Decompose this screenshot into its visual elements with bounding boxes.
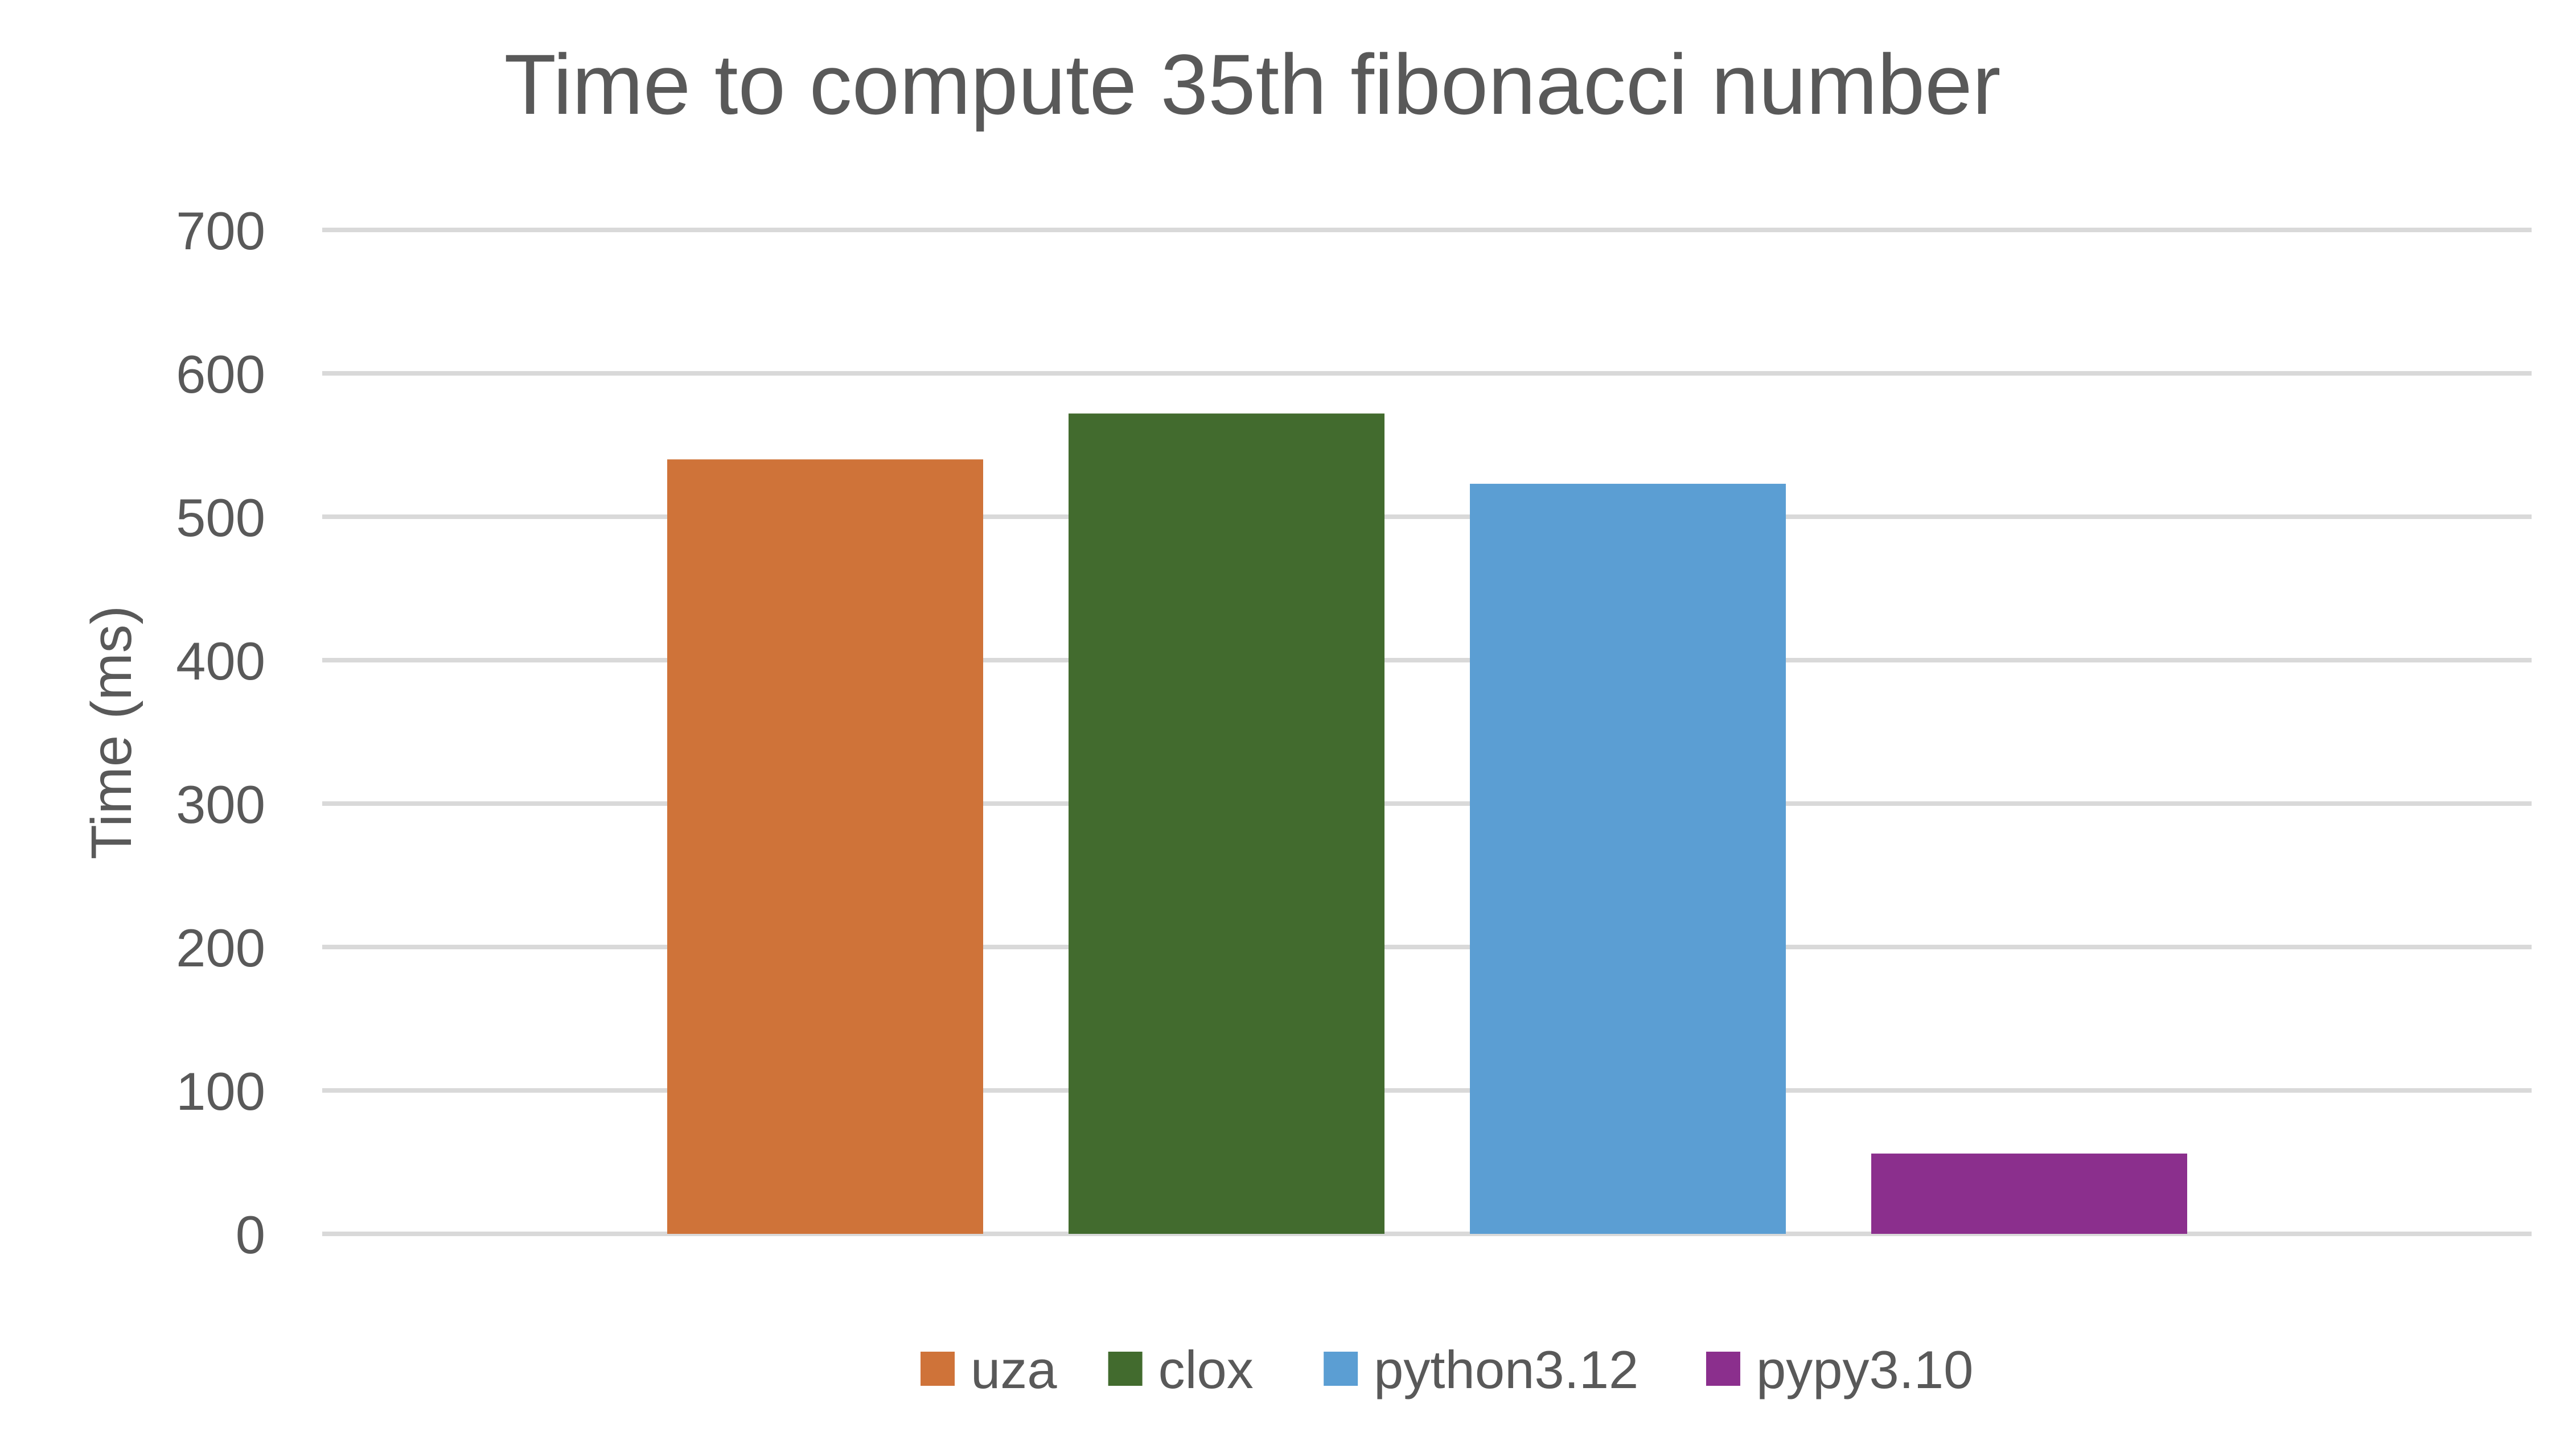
chart-title: Time to compute 35th fibonacci number bbox=[504, 36, 2000, 132]
y-tick-label: 600 bbox=[176, 344, 265, 404]
y-tick-label: 0 bbox=[236, 1205, 265, 1265]
bar-uza bbox=[667, 459, 983, 1234]
legend-label: clox bbox=[1158, 1340, 1254, 1399]
gridlines bbox=[322, 228, 2532, 1236]
legend-swatch bbox=[921, 1352, 955, 1386]
bar-python3-12 bbox=[1470, 484, 1786, 1234]
y-tick-label: 500 bbox=[176, 488, 265, 547]
legend-swatch bbox=[1108, 1352, 1143, 1386]
bars bbox=[667, 413, 2187, 1234]
legend-label: python3.12 bbox=[1374, 1340, 1638, 1399]
legend-swatch bbox=[1324, 1352, 1358, 1386]
bar-clox bbox=[1069, 413, 1384, 1234]
y-axis-label: Time (ms) bbox=[80, 606, 143, 859]
legend-label: pypy3.10 bbox=[1756, 1340, 1974, 1399]
bar-pypy3-10 bbox=[1871, 1153, 2187, 1234]
y-axis-ticks: 0 100 200 300 400 500 600 700 bbox=[176, 201, 265, 1265]
legend: uza clox python3.12 pypy3.10 bbox=[921, 1340, 1973, 1399]
y-tick-label: 100 bbox=[176, 1061, 265, 1121]
y-tick-label: 300 bbox=[176, 775, 265, 834]
legend-swatch bbox=[1706, 1352, 1740, 1386]
y-tick-label: 200 bbox=[176, 918, 265, 978]
legend-label: uza bbox=[971, 1340, 1057, 1399]
y-tick-label: 400 bbox=[176, 631, 265, 691]
y-tick-label: 700 bbox=[176, 201, 265, 261]
